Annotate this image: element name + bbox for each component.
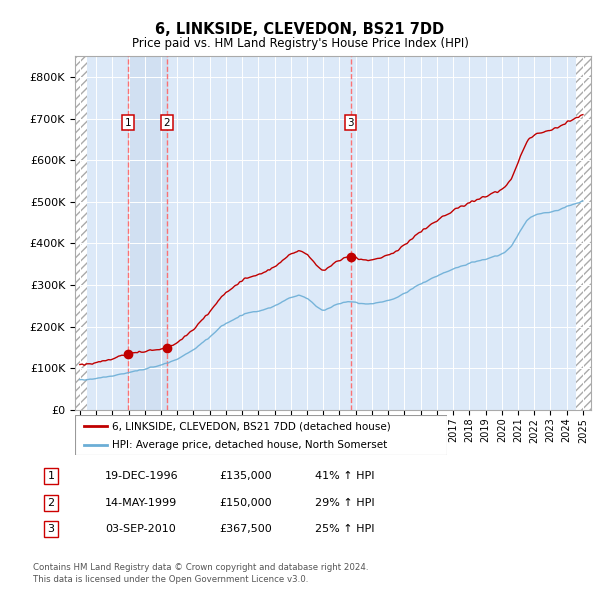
Text: 19-DEC-1996: 19-DEC-1996 (105, 471, 179, 481)
Text: 6, LINKSIDE, CLEVEDON, BS21 7DD (detached house): 6, LINKSIDE, CLEVEDON, BS21 7DD (detache… (112, 421, 391, 431)
FancyBboxPatch shape (75, 415, 447, 455)
Bar (576, 56, 591, 410)
Text: 3: 3 (347, 117, 354, 127)
Text: 25% ↑ HPI: 25% ↑ HPI (315, 525, 374, 534)
Text: 41% ↑ HPI: 41% ↑ HPI (315, 471, 374, 481)
Text: 29% ↑ HPI: 29% ↑ HPI (315, 498, 374, 507)
Text: 6, LINKSIDE, CLEVEDON, BS21 7DD: 6, LINKSIDE, CLEVEDON, BS21 7DD (155, 22, 445, 37)
Bar (128, 56, 167, 410)
Text: 2: 2 (164, 117, 170, 127)
Text: 1: 1 (47, 471, 55, 481)
Text: Contains HM Land Registry data © Crown copyright and database right 2024.: Contains HM Land Registry data © Crown c… (33, 563, 368, 572)
Text: £135,000: £135,000 (219, 471, 272, 481)
Text: This data is licensed under the Open Government Licence v3.0.: This data is licensed under the Open Gov… (33, 575, 308, 584)
Text: 14-MAY-1999: 14-MAY-1999 (105, 498, 177, 507)
Text: £367,500: £367,500 (219, 525, 272, 534)
Text: 1: 1 (125, 117, 131, 127)
Text: HPI: Average price, detached house, North Somerset: HPI: Average price, detached house, Nort… (112, 440, 388, 450)
Bar (75, 56, 86, 410)
Text: 2: 2 (47, 498, 55, 507)
Text: £150,000: £150,000 (219, 498, 272, 507)
Text: 3: 3 (47, 525, 55, 534)
Text: 03-SEP-2010: 03-SEP-2010 (105, 525, 176, 534)
Text: Price paid vs. HM Land Registry's House Price Index (HPI): Price paid vs. HM Land Registry's House … (131, 37, 469, 50)
